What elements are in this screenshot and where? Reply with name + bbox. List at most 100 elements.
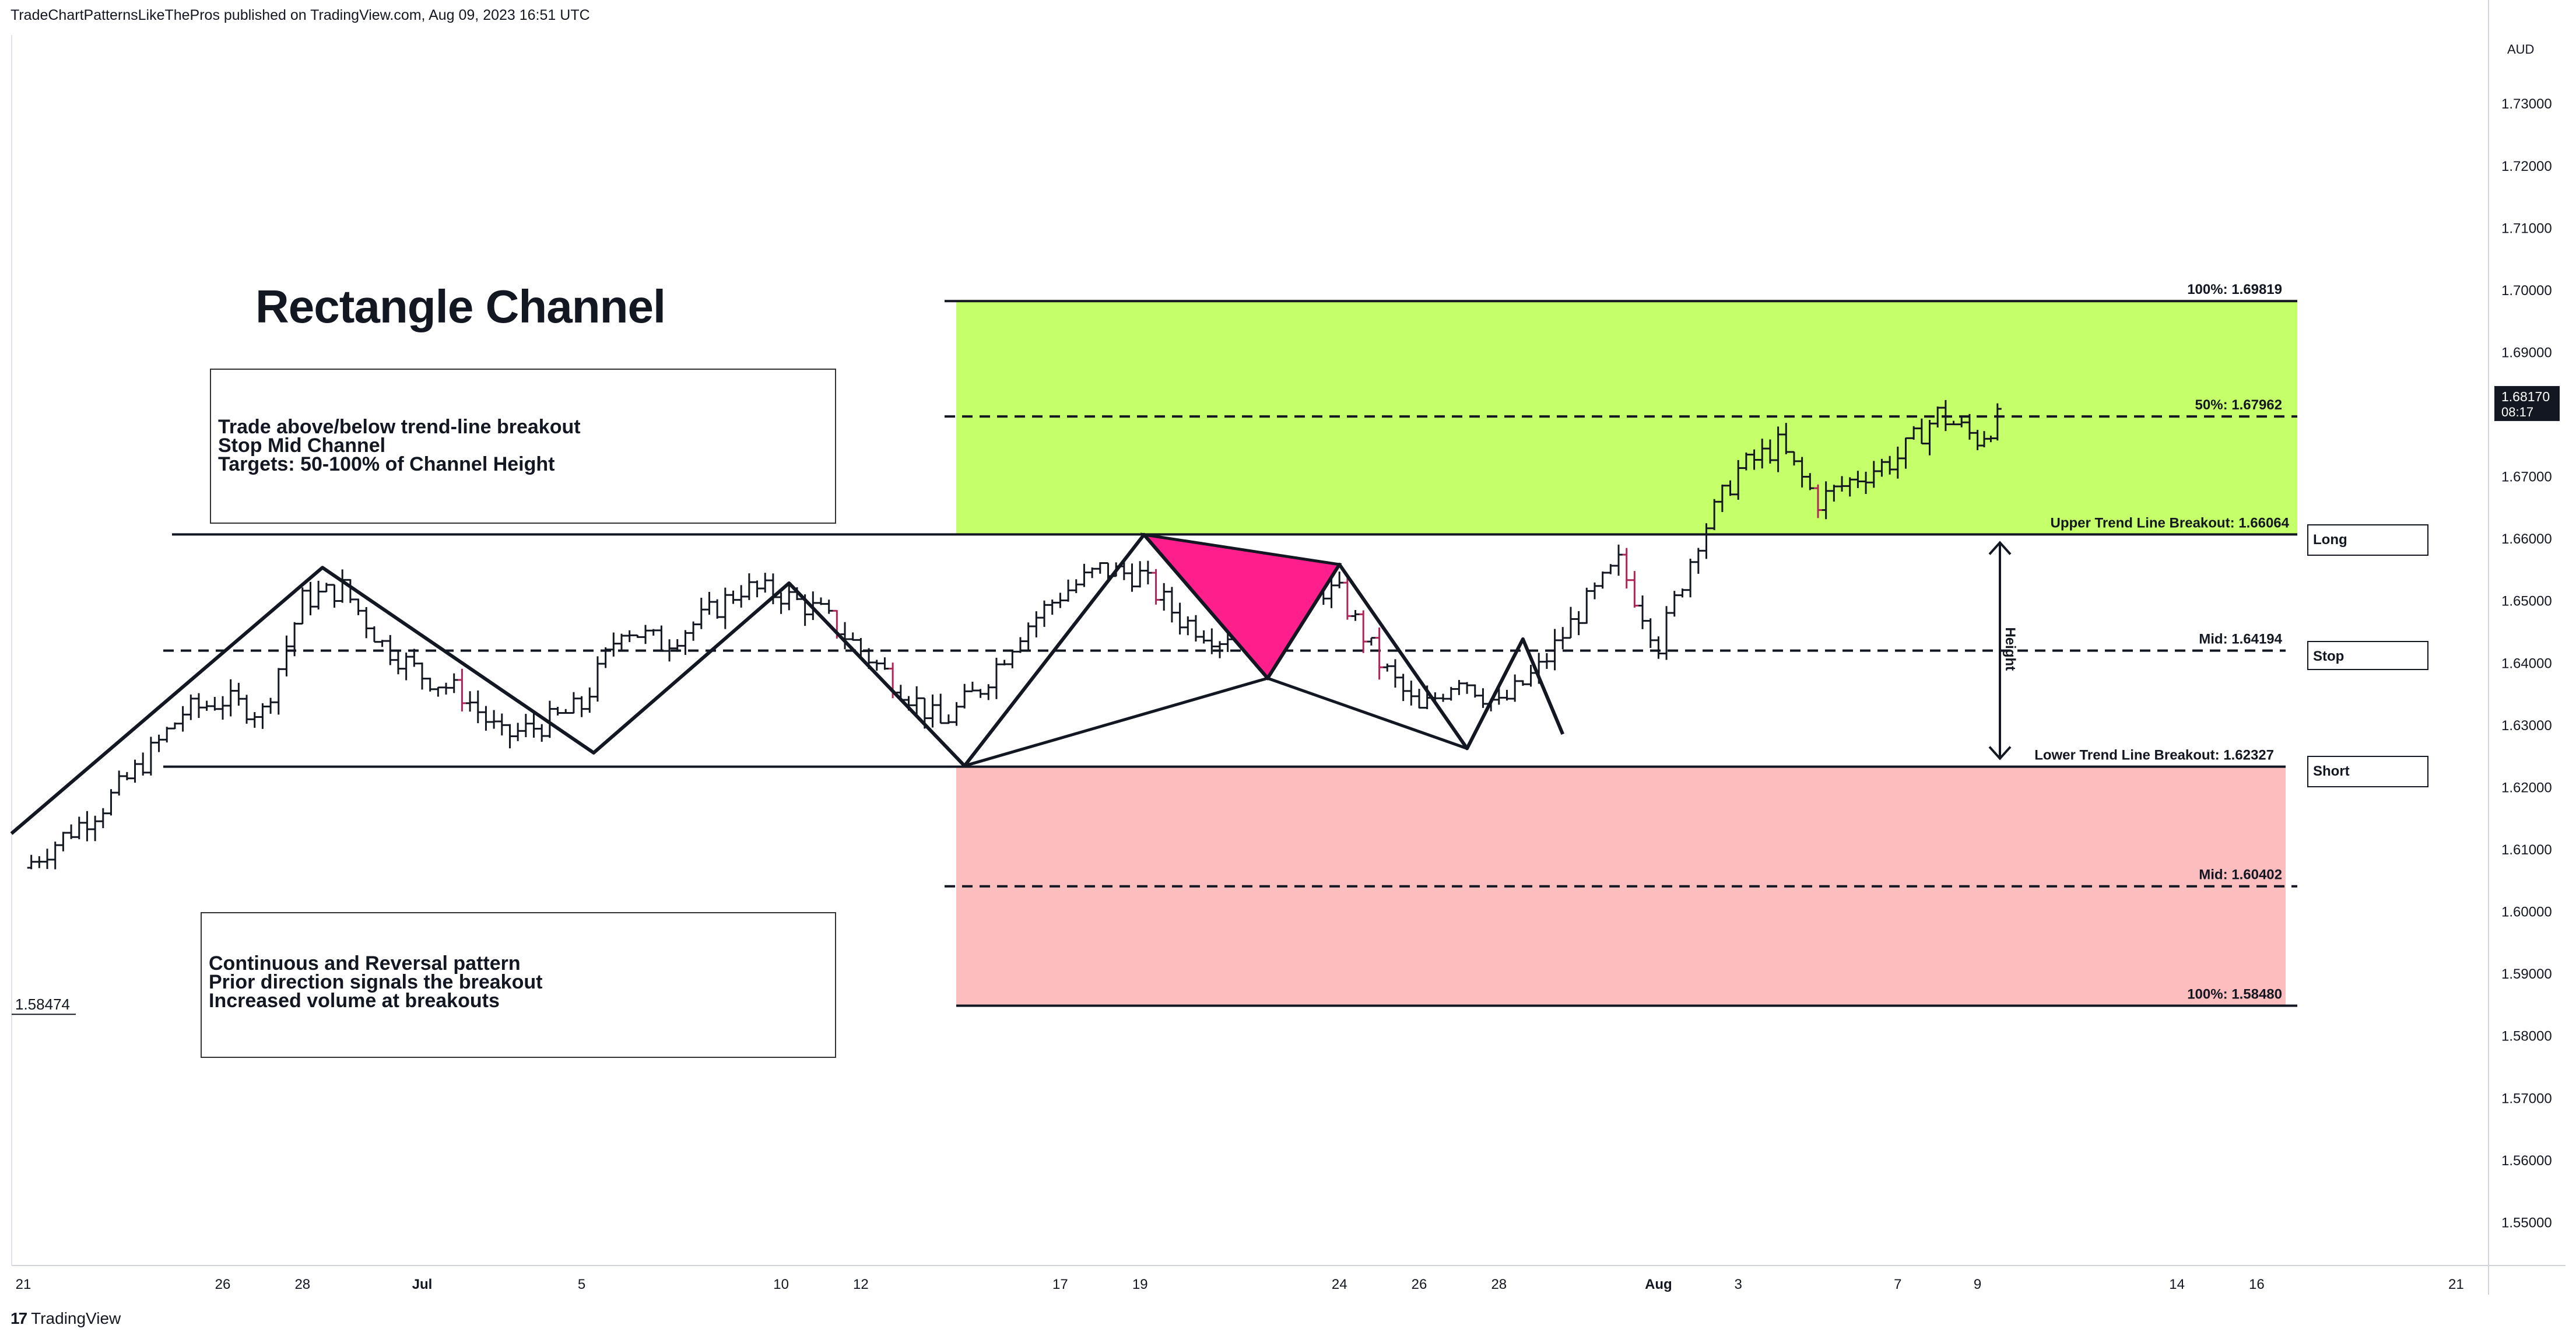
ohlc-bar	[1518, 680, 1527, 686]
x-tick-label: 14	[2169, 1277, 2185, 1292]
currency-label: AUD	[2507, 42, 2534, 57]
ohlc-bar	[1670, 591, 1679, 617]
ohlc-bar	[1630, 571, 1639, 608]
ohlc-bar	[1463, 682, 1472, 694]
ohlc-bar	[1766, 439, 1774, 464]
ohlc-bar	[1407, 681, 1416, 706]
ohlc-bar	[569, 692, 578, 714]
target-zones	[956, 301, 2297, 1006]
ohlc-bar	[131, 759, 139, 783]
ohlc-bar	[761, 573, 770, 593]
ohlc-bar	[553, 706, 562, 716]
note-line: Prior direction signals the breakout	[209, 971, 543, 993]
ohlc-bar	[1622, 548, 1631, 589]
x-tick-label: 12	[853, 1277, 869, 1292]
tradingview-logo-icon: 17	[10, 1309, 27, 1327]
ohlc-bar	[346, 579, 355, 603]
ohlc-bar	[936, 693, 945, 724]
ohlc-bar	[913, 686, 921, 716]
ohlc-bar	[1008, 650, 1017, 668]
ohlc-bar	[1750, 449, 1759, 470]
ohlc-bar	[1175, 602, 1184, 635]
x-tick-label: 19	[1132, 1277, 1148, 1292]
ohlc-bar	[976, 689, 985, 698]
ohlc-bar	[1471, 684, 1479, 698]
ohlc-bar	[617, 633, 626, 650]
ohlc-bar	[330, 584, 339, 608]
ohlc-bar	[593, 656, 602, 702]
x-tick-label: 3	[1735, 1277, 1742, 1292]
ohlc-bar	[729, 590, 738, 604]
ohlc-bar	[705, 591, 714, 615]
ohlc-bar	[1798, 457, 1806, 488]
ohlc-bar	[1574, 611, 1583, 636]
ohlc-bar	[928, 694, 937, 728]
ohlc-bar	[314, 580, 323, 610]
ohlc-bar	[1869, 461, 1878, 488]
ohlc-bar	[545, 700, 554, 738]
ohlc-bar	[721, 587, 729, 629]
ohlc-bar	[753, 580, 761, 598]
ohlc-bar	[1040, 600, 1049, 627]
ohlc-bar	[1048, 600, 1057, 615]
ohlc-bar	[1399, 674, 1408, 702]
ohlc-bar	[1758, 439, 1767, 469]
ohlc-bar	[1327, 578, 1336, 608]
ohlc-bar	[1726, 480, 1735, 496]
stop-button[interactable]: Stop	[2307, 641, 2428, 670]
ohlc-bar	[1136, 561, 1145, 588]
time-axis[interactable]: 21 26 28 Jul 5 10 12 17 19 24 26 28 Aug 3 7 9 14 16 21	[16, 1277, 2464, 1292]
pattern-drawings	[10, 532, 1565, 835]
ohlc-bar	[490, 710, 499, 729]
ohlc-bar	[354, 598, 363, 615]
ohlc-bar	[1542, 653, 1551, 669]
countdown-value: 08:17	[2501, 405, 2533, 419]
ohlc-bar	[1782, 423, 1791, 454]
ohlc-bar	[1654, 636, 1663, 659]
x-tick-label: 10	[773, 1277, 789, 1292]
ohlc-bar	[370, 626, 378, 643]
ohlc-bar	[1096, 562, 1104, 574]
x-tick-label: 7	[1894, 1277, 1901, 1292]
ohlc-bar	[1854, 471, 1862, 488]
ohlc-bar	[1806, 473, 1815, 490]
long-button[interactable]: Long	[2307, 524, 2428, 556]
ohlc-bar	[745, 573, 753, 600]
ohlc-bar	[1734, 460, 1743, 500]
height-label: Height	[2002, 627, 2018, 671]
note-box-bottom: Continuous and Reversal pattern Prior di…	[201, 912, 836, 1058]
ohlc-bar	[482, 706, 490, 731]
ohlc-bar	[497, 713, 506, 735]
ohlc-bar	[1949, 420, 1958, 426]
ohlc-bar	[529, 712, 538, 738]
short-button[interactable]: Short	[2307, 756, 2428, 787]
ohlc-bar	[673, 639, 682, 652]
ohlc-bar	[386, 635, 395, 665]
ohlc-bar	[1646, 618, 1655, 649]
label-lower-100: 100%: 1.58480	[2187, 987, 2282, 1003]
x-tick-label: 21	[2448, 1277, 2464, 1292]
ohlc-bar	[1415, 689, 1423, 709]
price-axis[interactable]: AUD 1.55000 1.56000 1.57000 1.58000 1.59000 1.…	[2494, 42, 2560, 1231]
y-tick-label: 1.67000	[2501, 469, 2552, 485]
ohlc-bar	[1143, 560, 1152, 585]
ohlc-bar	[538, 724, 546, 742]
x-tick-label: 17	[1052, 1277, 1068, 1292]
ohlc-bar	[282, 635, 291, 676]
ohlc-bar	[1845, 477, 1854, 497]
x-tick-label: 28	[294, 1277, 310, 1292]
ohlc-bar	[1191, 615, 1200, 642]
ohlc-bar	[258, 703, 267, 729]
ohlc-bar	[984, 684, 993, 700]
ohlc-bar	[1016, 637, 1024, 653]
y-tick-label: 1.58000	[2501, 1029, 2552, 1044]
ohlc-bar	[1367, 637, 1375, 646]
note-line: Trade above/below trend-line breakout	[218, 416, 581, 438]
label-upper-50: 50%: 1.67962	[2195, 397, 2282, 413]
tradingview-footer[interactable]: 17 TradingView	[10, 1309, 121, 1328]
ohlc-bar	[1901, 437, 1910, 469]
ohlc-bar	[59, 832, 68, 851]
ohlc-bar	[434, 686, 443, 697]
chart-title: Rectangle Channel	[255, 281, 666, 332]
